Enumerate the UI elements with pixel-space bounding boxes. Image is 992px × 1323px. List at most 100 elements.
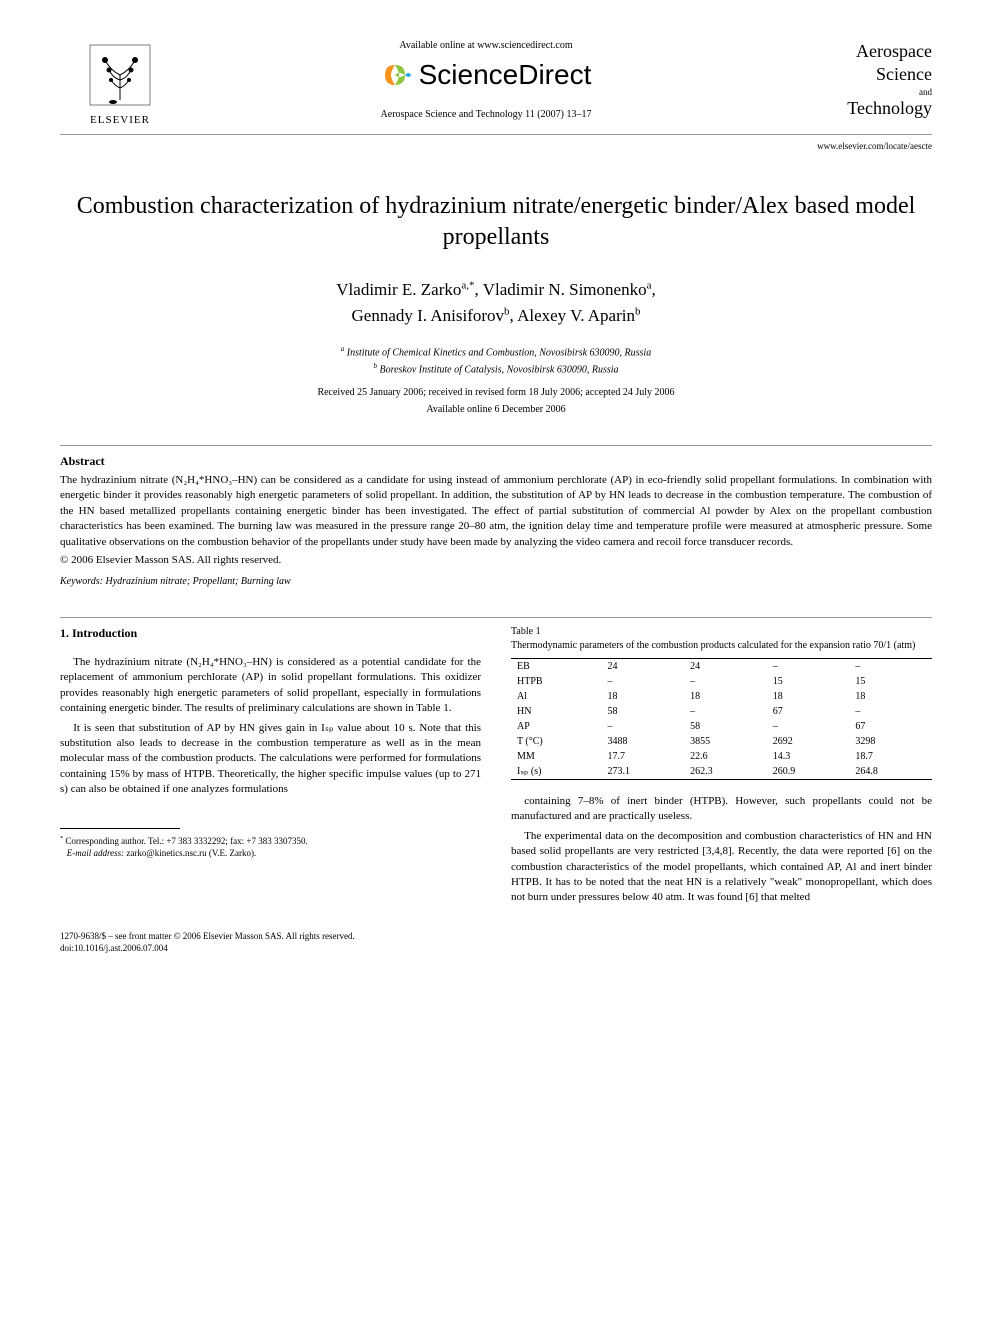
table-cell: – xyxy=(767,719,850,734)
elsevier-label: ELSEVIER xyxy=(90,114,150,126)
table-cell: – xyxy=(601,674,684,689)
journal-title-3: Technology xyxy=(792,97,932,120)
authors: Vladimir E. Zarkoa,*, Vladimir N. Simone… xyxy=(60,277,932,328)
table-row: Al18181818 xyxy=(511,689,932,704)
table-cell: 18 xyxy=(849,689,932,704)
author-1: Vladimir E. Zarko xyxy=(336,280,461,299)
journal-citation: Aerospace Science and Technology 11 (200… xyxy=(200,109,772,120)
table-row: AP–58–67 xyxy=(511,719,932,734)
table-row: Iₛₚ (s)273.1262.3260.9264.8 xyxy=(511,764,932,780)
author-sep-1: , Vladimir N. Simonenko xyxy=(475,280,647,299)
table-cell: 14.3 xyxy=(767,749,850,764)
table-cell: 3855 xyxy=(684,734,767,749)
table-cell: – xyxy=(849,658,932,674)
table-cell: HTPB xyxy=(511,674,601,689)
header-center: Available online at www.sciencedirect.co… xyxy=(180,40,792,120)
table-cell: 262.3 xyxy=(684,764,767,780)
journal-title-block: Aerospace Science and Technology xyxy=(792,40,932,120)
table-cell: 22.6 xyxy=(684,749,767,764)
para-2: It is seen that substitution of AP by HN… xyxy=(60,721,481,798)
table-cell: T (°C) xyxy=(511,734,601,749)
journal-title-and: and xyxy=(792,87,932,97)
table-cell: 24 xyxy=(601,658,684,674)
affiliations: a Institute of Chemical Kinetics and Com… xyxy=(60,344,932,377)
table-row: EB2424–– xyxy=(511,658,932,674)
left-column: 1. Introduction The hydrazinium nitrate … xyxy=(60,626,481,910)
abstract-heading: Abstract xyxy=(60,454,932,469)
keywords: Keywords: Hydrazinium nitrate; Propellan… xyxy=(60,576,932,587)
journal-title-1: Aerospace xyxy=(792,40,932,63)
table-cell: AP xyxy=(511,719,601,734)
table-cell: – xyxy=(684,704,767,719)
table-1-label: Table 1 xyxy=(511,626,932,637)
author-4-sup: b xyxy=(635,305,641,317)
journal-title-2: Science xyxy=(792,63,932,86)
table-cell: 264.8 xyxy=(849,764,932,780)
table-cell: 67 xyxy=(849,719,932,734)
table-cell: 18 xyxy=(684,689,767,704)
table-cell: 18 xyxy=(767,689,850,704)
right-column: Table 1 Thermodynamic parameters of the … xyxy=(511,626,932,910)
footnote-separator xyxy=(60,828,180,829)
doi-block: 1270-9638/$ – see front matter © 2006 El… xyxy=(60,930,932,955)
table-row: MM17.722.614.318.7 xyxy=(511,749,932,764)
elsevier-tree-icon xyxy=(85,40,155,110)
table-cell: – xyxy=(849,704,932,719)
table-cell: Iₛₚ (s) xyxy=(511,764,601,780)
author-1-sup: a,* xyxy=(461,280,474,292)
table-cell: EB xyxy=(511,658,601,674)
table-cell: – xyxy=(601,719,684,734)
elsevier-block: ELSEVIER xyxy=(60,40,180,126)
table-cell: 18 xyxy=(601,689,684,704)
table-cell: 3298 xyxy=(849,734,932,749)
section-1-heading: 1. Introduction xyxy=(60,626,481,641)
available-online-text: Available online at www.sciencedirect.co… xyxy=(200,40,772,51)
keywords-text: Hydrazinium nitrate; Propellant; Burning… xyxy=(103,576,291,587)
body-columns: 1. Introduction The hydrazinium nitrate … xyxy=(60,626,932,910)
table-cell: 3488 xyxy=(601,734,684,749)
affil-b: Boreskov Institute of Catalysis, Novosib… xyxy=(379,364,618,375)
copyright: © 2006 Elsevier Masson SAS. All rights r… xyxy=(60,554,932,566)
table-cell: 67 xyxy=(767,704,850,719)
table-cell: 2692 xyxy=(767,734,850,749)
footnote-email-label: E-mail address: xyxy=(67,848,124,858)
table-cell: 18.7 xyxy=(849,749,932,764)
sciencedirect-icon xyxy=(381,59,413,91)
table-1: EB2424––HTPB––1515Al18181818HN58–67–AP–5… xyxy=(511,658,932,780)
table-cell: 273.1 xyxy=(601,764,684,780)
divider xyxy=(60,445,932,446)
author-sep-2: , xyxy=(651,280,655,299)
table-cell: – xyxy=(684,674,767,689)
author-3: Gennady I. Anisiforov xyxy=(352,306,505,325)
table-cell: 58 xyxy=(601,704,684,719)
author-sep-3: , Alexey V. Aparin xyxy=(510,306,635,325)
corresponding-author-footnote: * Corresponding author. Tel.: +7 383 333… xyxy=(60,835,481,860)
table-row: T (°C)3488385526923298 xyxy=(511,734,932,749)
table-row: HTPB––1515 xyxy=(511,674,932,689)
para-4: The experimental data on the decompositi… xyxy=(511,829,932,906)
para-1: The hydrazinium nitrate (N₂H₄*HNO₃–HN) i… xyxy=(60,655,481,717)
table-cell: 17.7 xyxy=(601,749,684,764)
divider xyxy=(60,617,932,618)
article-title: Combustion characterization of hydrazini… xyxy=(60,191,932,253)
article-dates: Received 25 January 2006; received in re… xyxy=(60,387,932,398)
page-header: ELSEVIER Available online at www.science… xyxy=(60,40,932,135)
table-cell: 15 xyxy=(767,674,850,689)
doi-line-1: 1270-9638/$ – see front matter © 2006 El… xyxy=(60,931,355,941)
para-3: containing 7–8% of inert binder (HTPB). … xyxy=(511,794,932,825)
table-1-caption: Thermodynamic parameters of the combusti… xyxy=(511,639,932,652)
table-cell: HN xyxy=(511,704,601,719)
table-cell: MM xyxy=(511,749,601,764)
table-cell: 15 xyxy=(849,674,932,689)
abstract-text: The hydrazinium nitrate (N₂H₄*HNO₃–HN) c… xyxy=(60,473,932,550)
table-row: HN58–67– xyxy=(511,704,932,719)
sciencedirect-label: ScienceDirect xyxy=(419,59,592,91)
table-cell: 260.9 xyxy=(767,764,850,780)
keywords-label: Keywords: xyxy=(60,576,103,587)
sciencedirect-logo: ScienceDirect xyxy=(200,59,772,91)
footnote-email: zarko@kinetics.nsc.ru (V.E. Zarko). xyxy=(124,848,256,858)
affil-a: Institute of Chemical Kinetics and Combu… xyxy=(347,348,651,359)
available-online-date: Available online 6 December 2006 xyxy=(60,404,932,415)
table-cell: 58 xyxy=(684,719,767,734)
table-cell: 24 xyxy=(684,658,767,674)
